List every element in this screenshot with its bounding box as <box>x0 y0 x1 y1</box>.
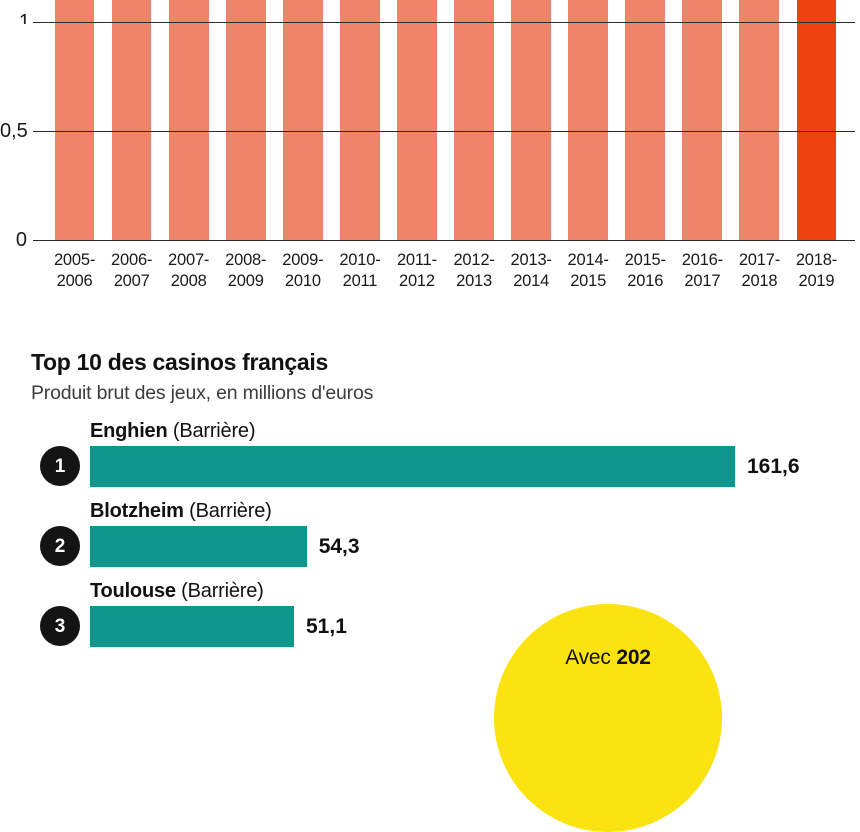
rank-value: 51,1 <box>306 615 347 638</box>
yellow-callout-circle: Avec 202 <box>494 604 722 832</box>
top10-casinos-section: Top 10 des casinos français Produit brut… <box>0 320 860 675</box>
vertical-bar <box>168 0 209 240</box>
x-axis-label: 2009- 2010 <box>282 251 324 290</box>
rank-city: Blotzheim <box>90 500 184 522</box>
vertical-bar <box>739 0 780 240</box>
bar-chart-x-labels: 2005- 2006 2006- 2007 2007- 2008 2008- 2009 2009… <box>0 250 860 312</box>
x-axis-label: 2018- 2019 <box>795 251 838 290</box>
y-tick-1: 1 <box>18 12 30 24</box>
rank-badge: 1 <box>40 446 80 486</box>
vertical-bar <box>568 0 609 240</box>
vertical-bar <box>282 0 323 240</box>
vertical-bar <box>225 0 266 240</box>
yellow-callout-text: Avec 202 <box>494 646 722 670</box>
x-axis-label: 2010- 2011 <box>339 251 381 290</box>
rank-value: 161,6 <box>747 455 800 478</box>
axis-line-zero <box>33 240 855 241</box>
rank-bar <box>90 606 294 647</box>
x-axis-label: 2008- 2009 <box>225 251 267 290</box>
x-axis-label: 2011- 2012 <box>396 251 437 290</box>
rank-row: Toulouse (Barrière) 3 51,1 <box>0 580 860 648</box>
x-axis-label: 2015- 2016 <box>624 251 666 290</box>
callout-number: 202 <box>616 646 651 669</box>
callout-prefix: Avec <box>565 646 617 669</box>
x-axis-label: 2005- 2006 <box>53 251 96 290</box>
rank-bar <box>90 526 307 567</box>
vertical-bar <box>454 0 494 240</box>
x-axis-label: 2016- 2017 <box>681 251 723 290</box>
vertical-bar <box>511 0 551 240</box>
x-axis-label: 2017- 2018 <box>738 251 781 290</box>
rank-value: 54,3 <box>318 535 360 558</box>
rank-row: Enghien (Barrière) 1 161,6 <box>0 420 860 488</box>
rank-operator: (Barrière) <box>183 500 272 522</box>
top10-subtitle: Produit brut des jeux, en millions d'eur… <box>31 382 374 404</box>
annual-bar-chart: 1 0,5 0 2005- 2006 2006- 2007 2007- 2008 2008-… <box>0 0 860 320</box>
rank-row: Blotzheim (Barrière) 2 54,3 <box>0 500 860 568</box>
x-axis-label: 2007- 2008 <box>168 251 210 290</box>
vertical-bar <box>339 0 380 240</box>
rank-operator: (Barrière) <box>175 580 264 602</box>
rank-badge: 2 <box>40 526 80 566</box>
y-tick-0: 0 <box>15 229 27 251</box>
vertical-bar <box>682 0 723 240</box>
vertical-bar <box>54 0 95 240</box>
rank-casino-name: Enghien (Barrière) <box>90 420 256 443</box>
vertical-bar <box>625 0 666 240</box>
gridline-1 <box>33 22 855 23</box>
bar-chart-bars <box>0 0 860 242</box>
rank-city: Toulouse <box>90 580 176 602</box>
x-axis-label: 2014- 2015 <box>567 251 609 290</box>
bar-chart-plot-area: 1 0,5 0 <box>0 0 860 250</box>
x-axis-label: 2006- 2007 <box>111 251 153 290</box>
x-axis-label: 2013- 2014 <box>510 251 552 290</box>
top10-title: Top 10 des casinos français <box>31 349 328 375</box>
vertical-bar <box>796 0 837 240</box>
y-tick-0-5: 0,5 <box>0 120 28 142</box>
rank-operator: (Barrière) <box>167 420 256 442</box>
rank-city: Enghien <box>90 420 168 442</box>
rank-casino-name: Blotzheim (Barrière) <box>90 500 272 523</box>
rank-bar <box>90 446 735 487</box>
vertical-bar <box>111 0 152 240</box>
x-axis-label: 2012- 2013 <box>453 251 495 290</box>
vertical-bar <box>397 0 437 240</box>
gridline-0-5 <box>33 131 855 132</box>
rank-badge: 3 <box>40 606 80 646</box>
rank-casino-name: Toulouse (Barrière) <box>90 580 264 603</box>
